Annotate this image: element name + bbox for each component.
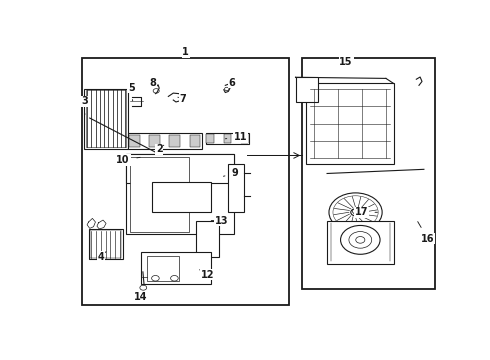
Bar: [128, 133, 202, 149]
Circle shape: [341, 225, 380, 254]
Bar: [86, 90, 126, 147]
Circle shape: [171, 275, 178, 281]
Bar: [141, 252, 211, 284]
Bar: [84, 89, 128, 149]
Text: 2: 2: [156, 144, 164, 154]
Text: 9: 9: [223, 168, 239, 179]
Bar: [228, 164, 244, 212]
Text: 3: 3: [81, 96, 88, 115]
Text: 1: 1: [182, 47, 189, 57]
Bar: [206, 134, 214, 143]
Circle shape: [329, 193, 382, 232]
Bar: [302, 58, 435, 288]
Circle shape: [140, 285, 147, 290]
Text: 14: 14: [134, 285, 148, 302]
Circle shape: [351, 209, 360, 216]
Bar: [241, 134, 248, 143]
Bar: [170, 135, 180, 147]
Text: 11: 11: [225, 132, 247, 142]
Text: 7: 7: [178, 94, 186, 104]
Text: 12: 12: [199, 270, 214, 280]
Text: 5: 5: [128, 82, 135, 101]
Bar: [89, 229, 123, 260]
Bar: [306, 84, 393, 164]
Bar: [129, 157, 189, 232]
Text: 16: 16: [417, 222, 435, 244]
Bar: [147, 256, 179, 281]
Text: 4: 4: [98, 252, 106, 262]
Circle shape: [353, 211, 358, 214]
Text: 17: 17: [354, 207, 377, 217]
Bar: [295, 77, 318, 102]
Bar: [152, 182, 211, 212]
Circle shape: [352, 209, 359, 213]
Bar: [90, 230, 121, 258]
Bar: [327, 221, 393, 264]
Bar: [126, 154, 234, 234]
Circle shape: [151, 275, 159, 281]
Bar: [129, 135, 140, 147]
Bar: [196, 221, 219, 257]
Bar: [223, 134, 231, 143]
Circle shape: [356, 237, 365, 243]
Bar: [82, 58, 289, 305]
Bar: [190, 135, 200, 147]
Text: 8: 8: [149, 77, 157, 87]
Bar: [206, 133, 249, 144]
Circle shape: [349, 231, 372, 248]
Text: 13: 13: [211, 216, 228, 226]
Text: 10: 10: [117, 155, 140, 165]
Text: 6: 6: [228, 77, 236, 87]
Text: 15: 15: [339, 57, 353, 67]
Bar: [149, 135, 160, 147]
Bar: [126, 154, 234, 183]
